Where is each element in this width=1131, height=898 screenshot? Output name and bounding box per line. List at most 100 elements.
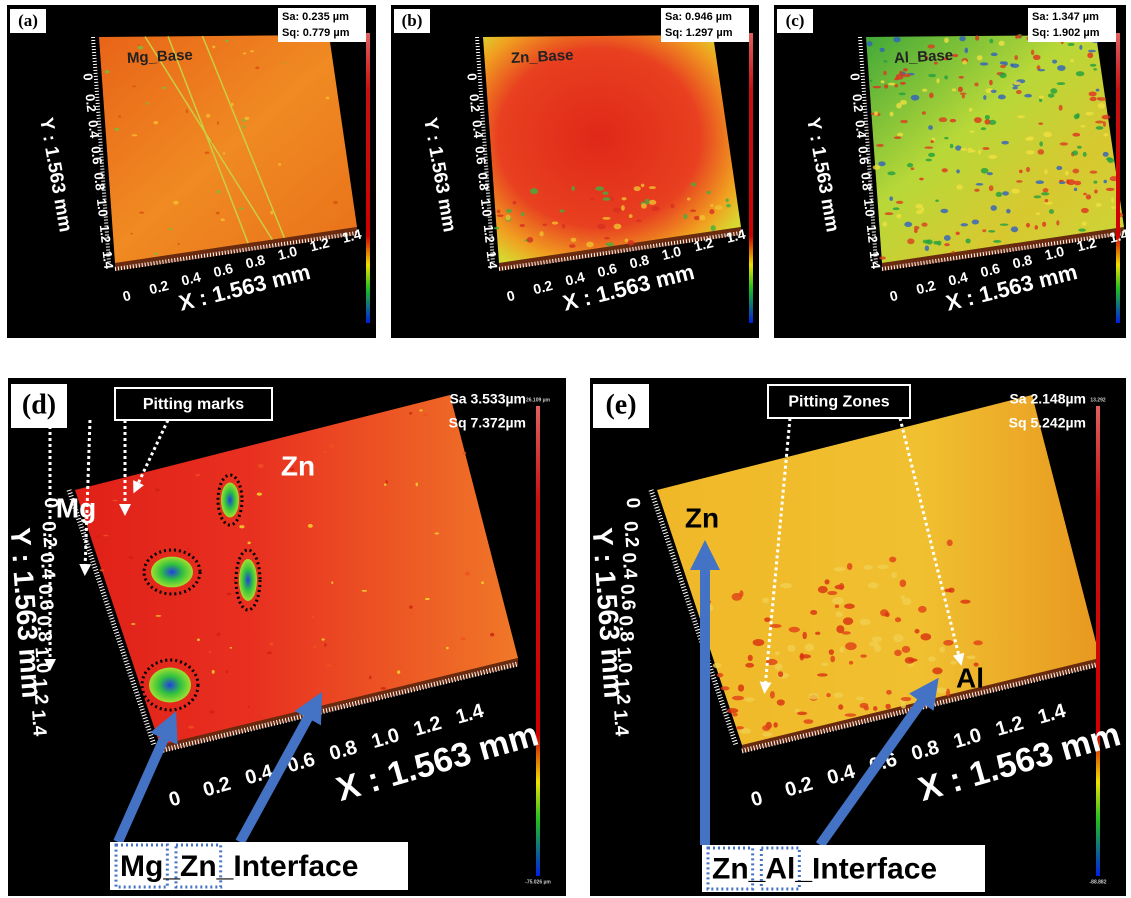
surface-feature xyxy=(929,93,934,99)
surface-feature xyxy=(1088,50,1096,53)
surface-feature xyxy=(939,117,947,122)
surface-feature xyxy=(435,533,439,535)
surface-feature xyxy=(762,597,769,603)
surface-feature xyxy=(156,615,162,617)
surface-feature xyxy=(891,572,897,578)
surface-feature xyxy=(225,40,228,42)
surface-feature xyxy=(978,149,981,154)
surface-feature xyxy=(409,412,412,415)
surface-feature xyxy=(962,94,965,98)
surface-feature xyxy=(762,732,772,736)
sq-value: Sq: 1.902 µm xyxy=(1032,27,1100,39)
surface-feature xyxy=(552,221,558,224)
interface-label: _Interface xyxy=(216,850,359,883)
surface-feature xyxy=(889,557,896,563)
surface-feature xyxy=(895,617,901,622)
surface-feature xyxy=(1103,133,1108,136)
surface-feature xyxy=(859,619,870,626)
surface-feature xyxy=(1016,180,1023,183)
surface-feature xyxy=(894,84,898,87)
surface-feature xyxy=(958,76,963,79)
surface-feature xyxy=(896,74,904,80)
surface-feature xyxy=(649,200,657,205)
surface-feature xyxy=(890,112,894,117)
surface-feature xyxy=(1000,65,1006,68)
surface-feature xyxy=(1066,179,1069,184)
y-tick-label: 0.8 xyxy=(475,172,492,192)
surface-feature xyxy=(889,196,893,201)
surface-feature xyxy=(894,650,902,656)
surface-feature xyxy=(113,500,118,502)
surface-feature xyxy=(843,617,853,625)
sa-value: Sa 3.533µm xyxy=(449,391,526,407)
surface-feature xyxy=(521,212,525,216)
surface-feature xyxy=(381,507,386,510)
surface-feature xyxy=(885,704,890,709)
surface-feature xyxy=(736,726,744,729)
surface-feature xyxy=(965,47,969,53)
surface-feature xyxy=(465,572,470,576)
surface-feature xyxy=(764,617,770,622)
surface-feature xyxy=(745,663,754,668)
surface-feature xyxy=(839,647,844,653)
surface-feature xyxy=(1103,180,1107,184)
surface-feature xyxy=(950,144,953,149)
surface-feature xyxy=(1083,152,1087,157)
surface-feature xyxy=(956,184,962,189)
surface-feature xyxy=(1096,89,1100,92)
surface-feature xyxy=(874,111,878,115)
surface-feature xyxy=(604,237,610,240)
surface-feature xyxy=(900,100,907,105)
surface-feature xyxy=(1038,149,1045,155)
surface-feature xyxy=(699,215,705,221)
y-tick-label: 0.8 xyxy=(91,172,108,192)
surface-feature xyxy=(982,229,986,232)
surface-feature xyxy=(901,703,906,709)
surface-feature xyxy=(943,640,953,646)
surface-feature xyxy=(1036,212,1040,215)
surface-feature xyxy=(1076,113,1080,118)
surface-feature xyxy=(128,556,133,559)
surface-feature xyxy=(1011,189,1019,194)
surface-feature xyxy=(977,55,983,60)
surface-feature xyxy=(322,638,325,640)
surface-feature xyxy=(967,655,976,659)
surface-feature xyxy=(1041,192,1049,195)
surface-feature xyxy=(893,37,900,43)
surface-feature xyxy=(974,83,978,87)
region-label: Al xyxy=(956,662,984,693)
y-tick-label: 0.2 xyxy=(467,93,484,113)
surface-feature xyxy=(313,645,316,648)
surface-feature xyxy=(691,182,696,186)
sample-label: Mg_Base xyxy=(127,47,194,67)
surface-feature xyxy=(830,656,835,663)
surface-feature xyxy=(139,212,145,214)
y-tick-label: 1.4 xyxy=(100,250,117,270)
surface-feature xyxy=(998,94,1006,99)
surface-feature xyxy=(651,206,659,211)
y-tick-label: 0.2 xyxy=(850,93,867,113)
surface-feature xyxy=(897,133,903,137)
surface-feature xyxy=(1048,94,1055,98)
surface-feature xyxy=(1059,105,1063,111)
surface-feature xyxy=(1078,229,1086,232)
panel-label: (e) xyxy=(605,389,636,420)
surface-feature xyxy=(589,198,594,201)
surface-feature xyxy=(206,114,210,118)
surface-feature xyxy=(244,117,249,120)
surface-feature xyxy=(827,591,837,595)
surface-feature xyxy=(911,167,915,170)
y-tick-label: 0.4 xyxy=(469,119,486,139)
surface-feature xyxy=(230,647,232,649)
surface-feature xyxy=(989,185,994,191)
surface-feature xyxy=(1093,68,1097,70)
y-tick-label: 1.4 xyxy=(609,709,632,737)
surface-feature xyxy=(424,414,428,416)
surface-feature xyxy=(847,563,852,570)
surface-feature xyxy=(770,691,775,699)
surface-feature xyxy=(1056,220,1059,225)
surface-feature xyxy=(1081,208,1089,213)
surface-feature xyxy=(900,120,908,123)
y-tick-label: 0.2 xyxy=(619,520,642,548)
surface-feature xyxy=(914,229,918,234)
